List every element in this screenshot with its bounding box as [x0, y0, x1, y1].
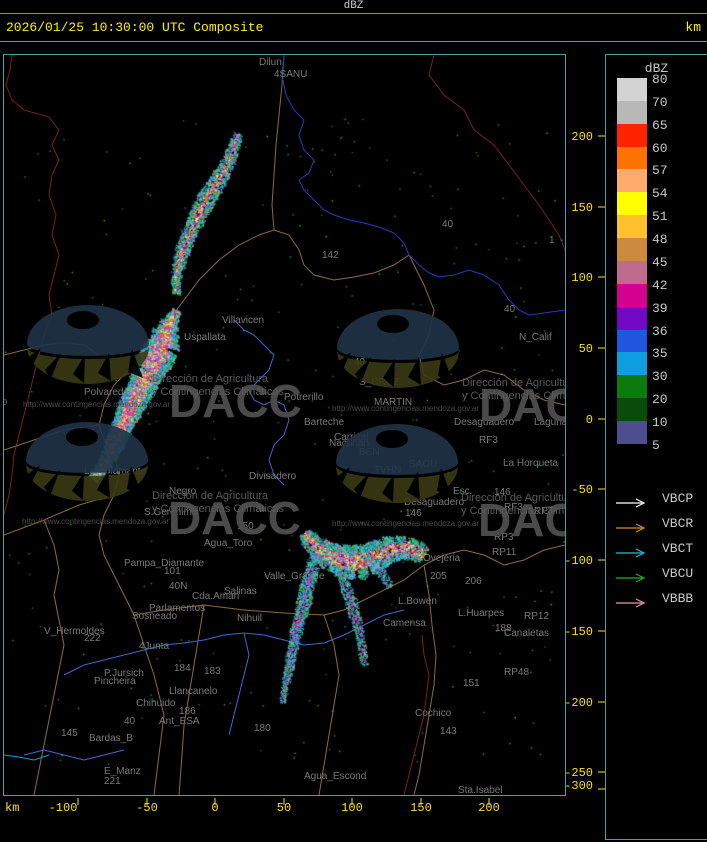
svg-text:Dirección de Agricultura: Dirección de Agricultura	[461, 492, 565, 504]
svg-text:Dirección de Agricultura: Dirección de Agricultura	[152, 373, 269, 385]
svg-text:200: 200	[571, 130, 593, 144]
svg-text:-100: -100	[49, 801, 78, 815]
svg-text:y Contingencias Climáticas: y Contingencias Climáticas	[152, 386, 285, 398]
svg-text:-100: -100	[565, 554, 593, 568]
svg-text:http://www.contingencias.mendo: http://www.contingencias.mendoza.gov.ar	[23, 400, 170, 409]
svg-text:0: 0	[586, 413, 593, 427]
svg-text:Dirección de Agricultura: Dirección de Agricultura	[462, 377, 565, 389]
svg-text:50: 50	[579, 342, 593, 356]
svg-text:-200: -200	[565, 696, 593, 710]
svg-text:http://www.contingencias.mendo: http://www.contingencias.mendoza.gov.ar	[332, 404, 479, 413]
svg-text:y Contingencias Climáticas: y Contingencias Climáticas	[461, 505, 565, 517]
svg-text:-250: -250	[565, 766, 593, 780]
svg-text:km: km	[5, 801, 19, 815]
svg-text:150: 150	[571, 201, 593, 215]
svg-text:-150: -150	[565, 625, 593, 639]
svg-text:http://www.contingencias.mendo: http://www.contingencias.mendoza.gov.ar	[332, 519, 479, 528]
svg-text:ago: ago	[4, 396, 7, 408]
svg-text:100: 100	[571, 271, 593, 285]
svg-text:-50: -50	[571, 483, 593, 497]
svg-text:Dirección de Agricultura: Dirección de Agricultura	[152, 490, 269, 502]
svg-text:y Contingencias Climáticas: y Contingencias Climáticas	[152, 503, 285, 515]
svg-text:-300: -300	[565, 779, 593, 793]
svg-text:y Contingencias Climáticas: y Contingencias Climáticas	[462, 390, 565, 402]
svg-text:http://www.contingencias.mendo: http://www.contingencias.mendoza.gov.ar	[22, 517, 169, 526]
